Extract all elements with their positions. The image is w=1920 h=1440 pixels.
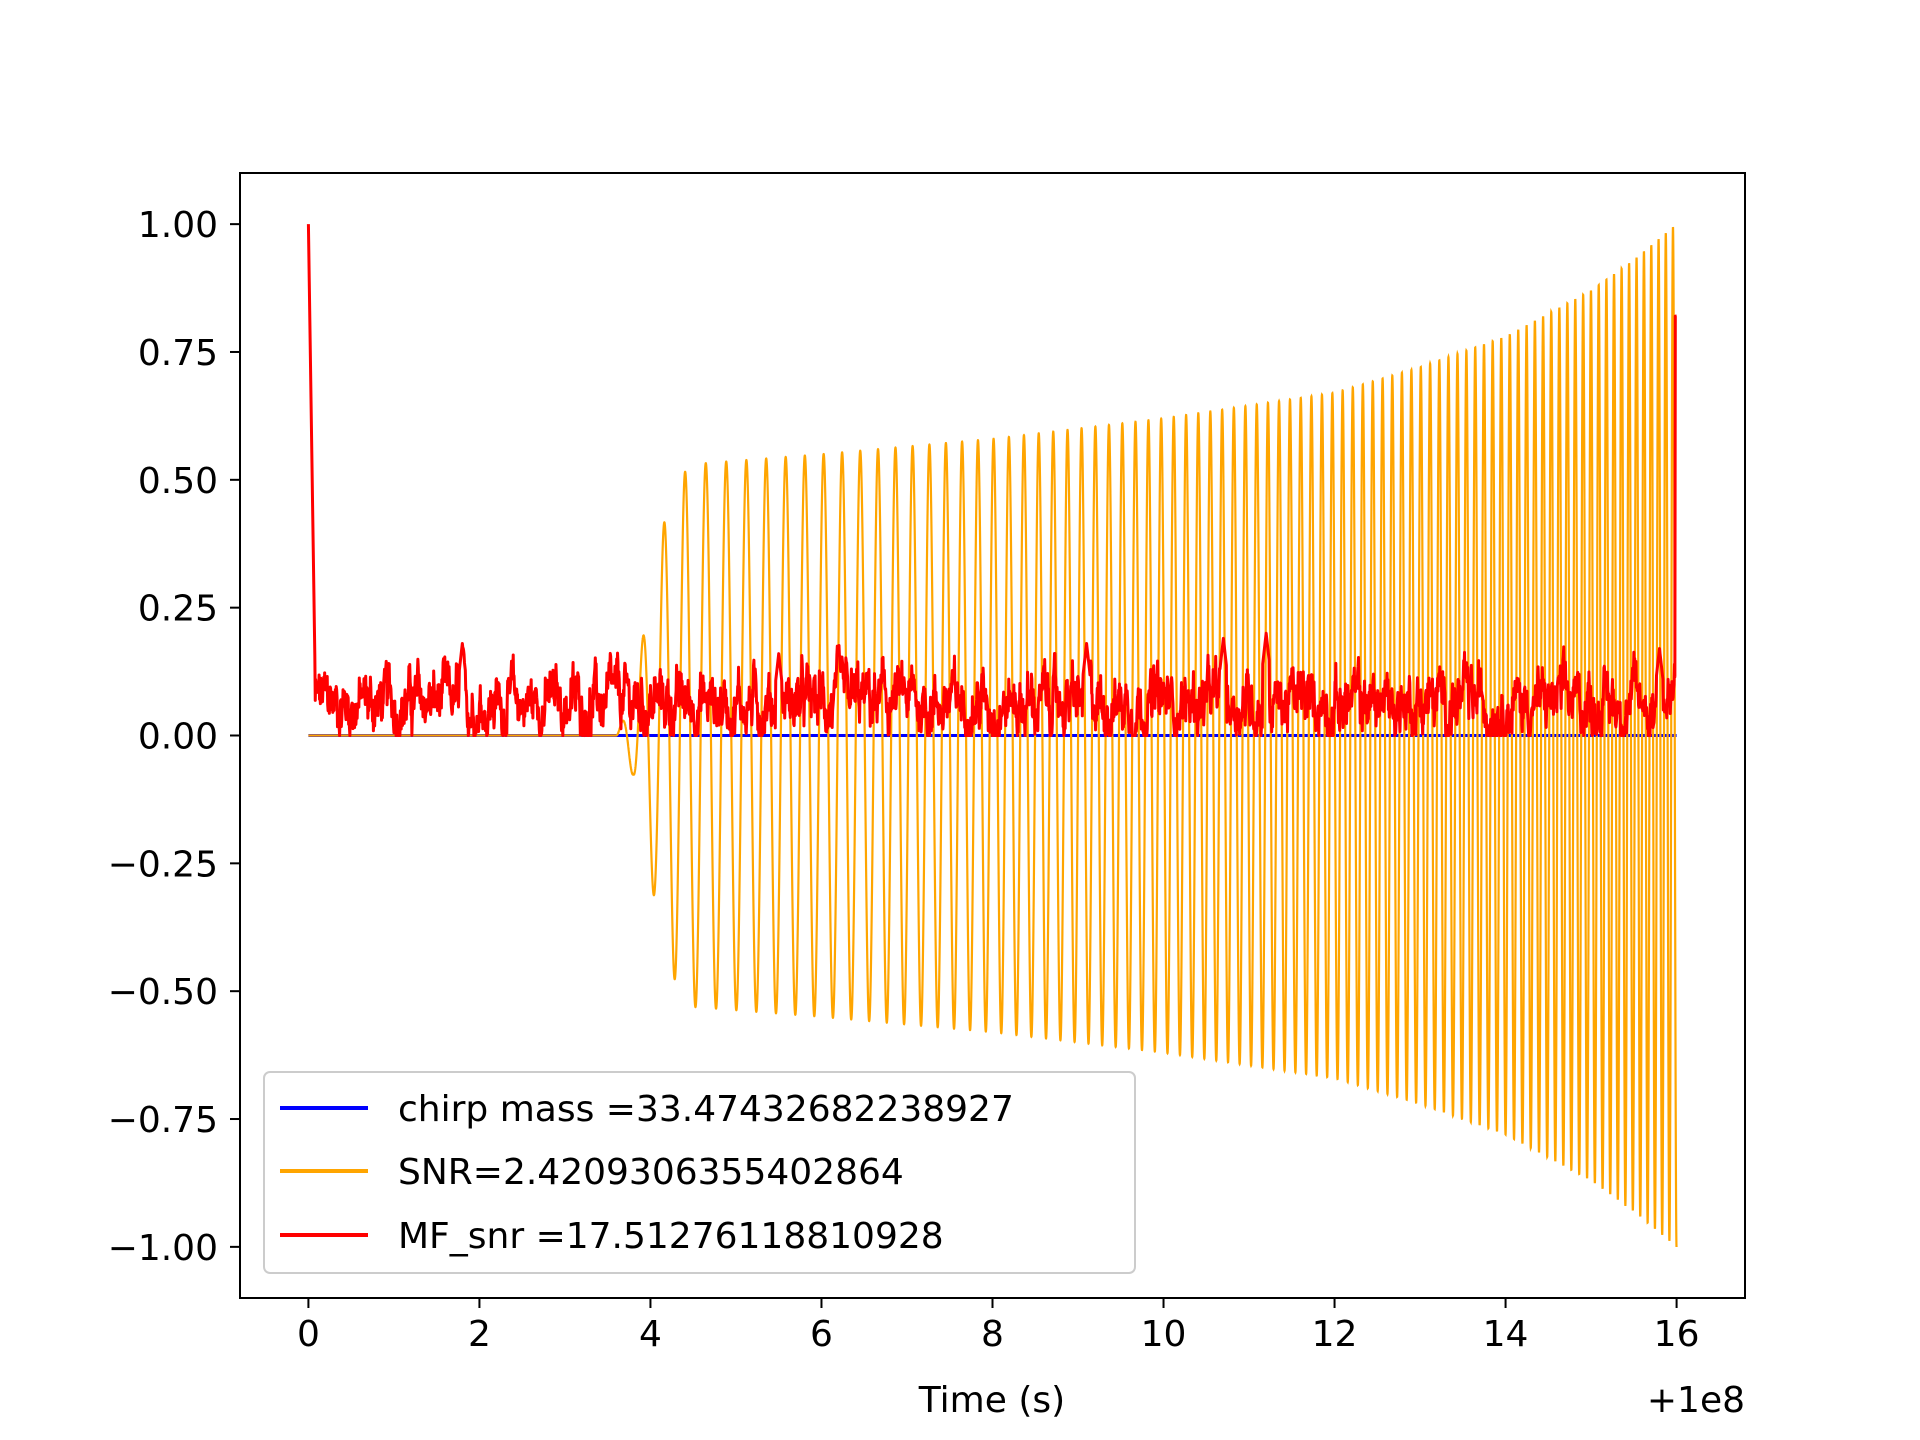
plot-area (306, 224, 1678, 1247)
legend-label-chirp-mass: chirp mass =33.47432682238927 (398, 1089, 1014, 1130)
x-tick-label: 0 (297, 1314, 320, 1355)
x-tick-label: 10 (1141, 1314, 1187, 1355)
y-tick-label: 0.00 (138, 717, 218, 758)
legend-label-snr: SNR=2.4209306355402864 (398, 1152, 904, 1193)
x-tick-label: 4 (639, 1314, 662, 1355)
x-tick-label: 12 (1312, 1314, 1358, 1355)
y-tick-label: 0.50 (138, 461, 218, 502)
y-tick-label: −0.25 (108, 844, 218, 885)
legend-label-mf-snr: MF_snr =17.51276118810928 (398, 1216, 944, 1257)
x-tick-label: 6 (810, 1314, 833, 1355)
series-mf-snr-line (306, 224, 1678, 737)
x-axis: 0 2 4 6 8 10 12 14 16 (297, 1298, 1700, 1355)
x-axis-label: Time (s) (918, 1380, 1065, 1421)
y-tick-label: −0.50 (108, 972, 218, 1013)
legend-box (263, 1071, 1136, 1274)
x-tick-label: 2 (468, 1314, 491, 1355)
y-tick-label: 0.75 (138, 333, 218, 374)
y-axis: 1.00 0.75 0.50 0.25 0.00 −0.25 −0.50 −0.75 −1.00 (108, 205, 240, 1269)
legend: chirp mass =33.47432682238927 SNR=2.4209… (263, 1071, 1136, 1274)
series-snr-line (308, 226, 1678, 1247)
y-tick-label: −0.75 (108, 1100, 218, 1141)
y-tick-label: 0.25 (138, 589, 218, 630)
x-offset-label: +1e8 (1647, 1380, 1745, 1421)
y-tick-label: −1.00 (108, 1228, 218, 1269)
y-tick-label: 1.00 (138, 205, 218, 246)
x-tick-label: 14 (1483, 1314, 1529, 1355)
x-tick-label: 8 (981, 1314, 1004, 1355)
x-tick-label: 16 (1654, 1314, 1700, 1355)
